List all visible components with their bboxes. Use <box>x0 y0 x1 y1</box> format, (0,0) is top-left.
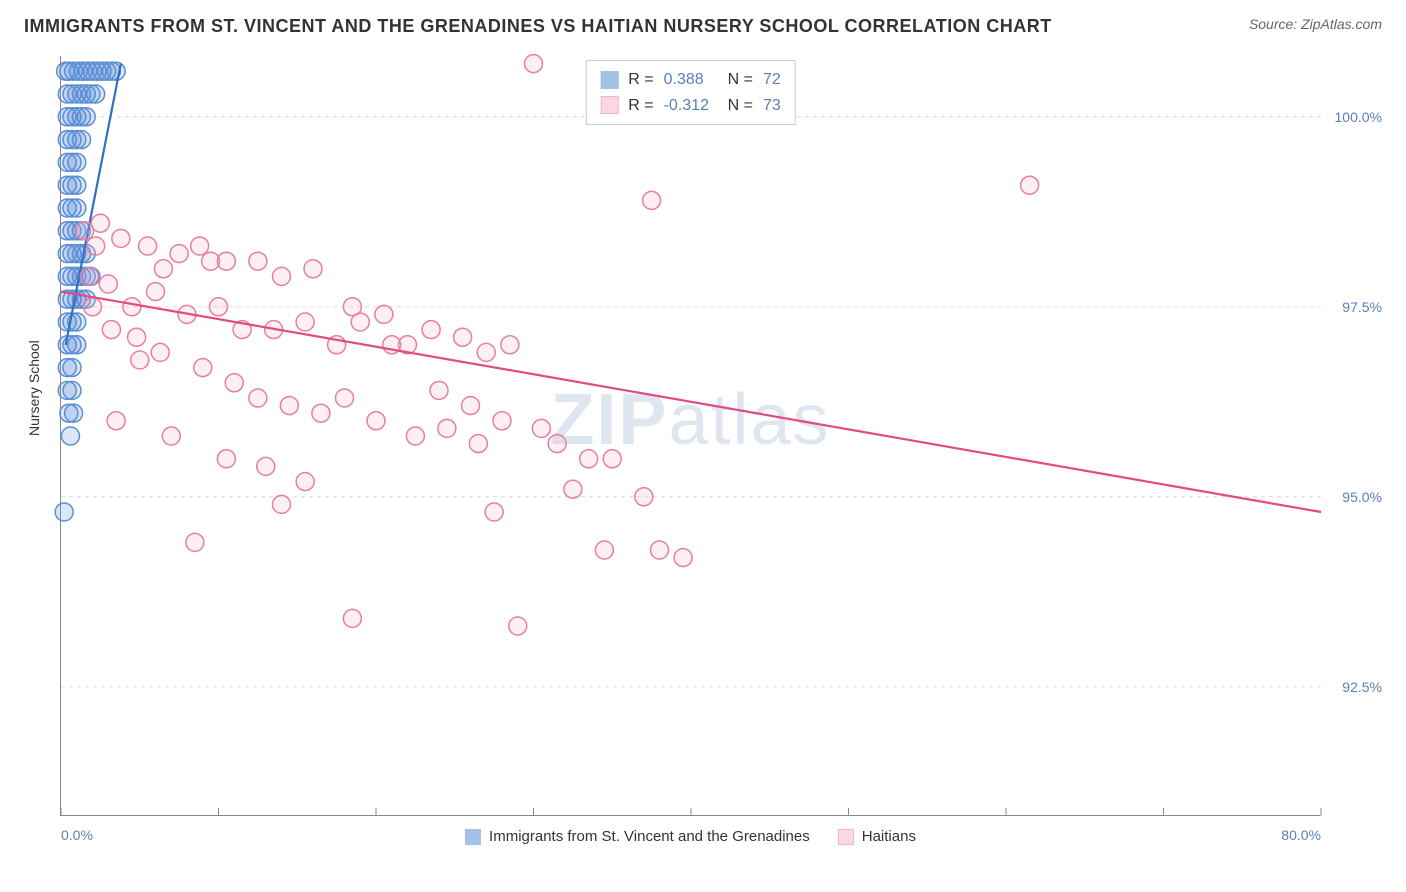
chart-header: IMMIGRANTS FROM ST. VINCENT AND THE GREN… <box>0 0 1406 45</box>
x-tick-label: 80.0% <box>1281 827 1321 843</box>
swatch-series-1 <box>600 71 618 89</box>
stats-row-series-2: R = -0.312 N = 73 <box>600 93 780 119</box>
y-tick-label: 97.5% <box>1342 299 1382 315</box>
r-label: R = <box>628 67 653 93</box>
legend-label-1: Immigrants from St. Vincent and the Gren… <box>489 828 810 845</box>
r-value-2: -0.312 <box>664 93 718 119</box>
plot-area: ZIPatlas R = 0.388 N = 72 R = -0.312 N =… <box>60 56 1320 816</box>
legend-label-2: Haitians <box>862 828 916 845</box>
legend-item-1: Immigrants from St. Vincent and the Gren… <box>465 828 810 845</box>
n-value-2: 73 <box>763 93 781 119</box>
source-attribution: Source: ZipAtlas.com <box>1249 16 1382 32</box>
x-tick-label: 0.0% <box>61 827 93 843</box>
chart-container: Nursery School ZIPatlas R = 0.388 N = 72… <box>32 56 1382 876</box>
swatch-series-2 <box>838 829 854 845</box>
y-tick-label: 92.5% <box>1342 679 1382 695</box>
plot-svg <box>61 56 1321 816</box>
swatch-series-2 <box>600 96 618 114</box>
swatch-series-1 <box>465 829 481 845</box>
r-label: R = <box>628 93 653 119</box>
legend-item-2: Haitians <box>838 828 916 845</box>
chart-title: IMMIGRANTS FROM ST. VINCENT AND THE GREN… <box>24 16 1052 37</box>
series-legend: Immigrants from St. Vincent and the Gren… <box>61 828 1320 845</box>
stats-legend: R = 0.388 N = 72 R = -0.312 N = 73 <box>585 60 795 125</box>
y-tick-label: 95.0% <box>1342 489 1382 505</box>
y-axis-label: Nursery School <box>26 340 42 436</box>
n-value-1: 72 <box>763 67 781 93</box>
stats-row-series-1: R = 0.388 N = 72 <box>600 67 780 93</box>
n-label: N = <box>728 67 753 93</box>
r-value-1: 0.388 <box>664 67 718 93</box>
y-tick-label: 100.0% <box>1335 109 1382 125</box>
n-label: N = <box>728 93 753 119</box>
